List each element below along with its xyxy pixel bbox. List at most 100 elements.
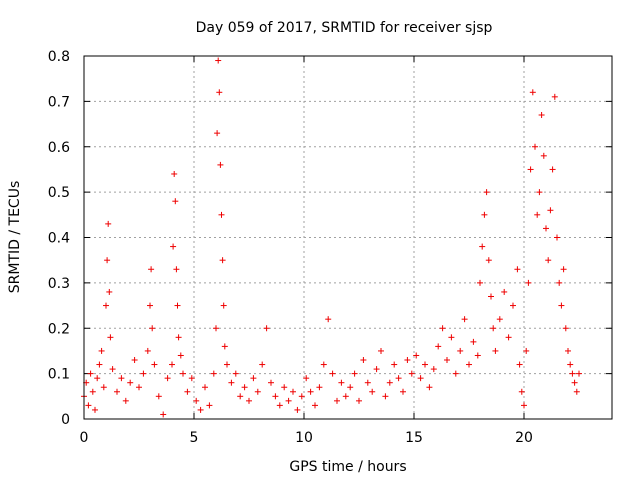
- data-point: [483, 189, 490, 196]
- data-point: [543, 225, 549, 232]
- y-tick-label: 0.1: [48, 367, 70, 383]
- data-point: [224, 361, 230, 368]
- data-point: [294, 406, 301, 413]
- data-point: [536, 189, 543, 196]
- data-points: [81, 57, 582, 418]
- data-point: [104, 257, 111, 264]
- data-point: [169, 361, 175, 368]
- data-point: [219, 257, 226, 264]
- data-point: [172, 198, 179, 205]
- data-point: [180, 370, 186, 377]
- data-point: [100, 384, 107, 391]
- data-point: [89, 388, 96, 395]
- y-tick-label: 0.5: [48, 185, 70, 201]
- data-point: [567, 361, 574, 368]
- data-point: [490, 325, 497, 332]
- x-tick-label: 0: [80, 430, 89, 446]
- data-point: [106, 288, 113, 295]
- data-point: [347, 384, 354, 391]
- data-point: [325, 316, 332, 323]
- data-point: [551, 93, 558, 100]
- data-point: [197, 406, 204, 413]
- data-point: [527, 166, 534, 173]
- data-point: [155, 393, 162, 400]
- data-point: [118, 375, 125, 382]
- data-point: [131, 357, 138, 364]
- data-point: [316, 384, 323, 391]
- data-point: [263, 325, 270, 332]
- data-point: [448, 334, 455, 341]
- data-point: [444, 357, 450, 364]
- data-point: [529, 89, 536, 96]
- data-point: [430, 366, 437, 373]
- data-point: [307, 388, 314, 395]
- data-point: [98, 347, 105, 354]
- data-point: [576, 370, 582, 377]
- data-point: [173, 266, 180, 273]
- data-point: [466, 361, 472, 368]
- data-point: [103, 302, 109, 309]
- data-point: [174, 302, 181, 309]
- data-point: [170, 243, 177, 250]
- axis-ticks: [83, 55, 612, 420]
- data-point: [281, 384, 288, 391]
- data-point: [338, 379, 345, 386]
- data-point: [518, 388, 525, 395]
- data-point: [107, 334, 114, 341]
- data-point: [523, 347, 530, 354]
- data-point: [534, 211, 541, 218]
- data-point: [164, 375, 171, 382]
- data-point: [351, 370, 358, 377]
- data-point: [96, 361, 103, 368]
- data-point: [149, 325, 156, 332]
- data-point: [356, 397, 362, 404]
- data-point: [558, 302, 565, 309]
- data-point: [549, 166, 556, 173]
- data-point: [193, 397, 200, 404]
- grid-lines: [84, 56, 612, 419]
- data-point: [184, 388, 191, 395]
- data-point: [435, 343, 442, 350]
- data-point: [439, 325, 446, 332]
- data-point: [477, 279, 483, 286]
- data-point: [360, 357, 367, 364]
- data-point: [147, 302, 153, 309]
- data-point: [215, 57, 222, 64]
- data-point: [241, 384, 248, 391]
- data-point: [525, 279, 532, 286]
- chart-title: Day 059 of 2017, SRMTID for receiver sjs…: [196, 20, 493, 36]
- data-point: [160, 411, 167, 418]
- data-point: [571, 379, 578, 386]
- data-point: [426, 384, 433, 391]
- data-point: [382, 393, 389, 400]
- data-point: [408, 370, 415, 377]
- data-point: [532, 143, 538, 150]
- data-point: [177, 352, 184, 359]
- y-tick-label: 0.6: [48, 140, 70, 156]
- data-point: [569, 370, 576, 377]
- data-point: [268, 379, 274, 386]
- data-point: [369, 388, 376, 395]
- data-point: [514, 266, 521, 273]
- data-point: [290, 388, 296, 395]
- data-point: [298, 393, 305, 400]
- data-point: [562, 325, 569, 332]
- data-point: [92, 406, 98, 413]
- data-point: [312, 402, 318, 409]
- y-axis-label: SRMTID / TECUs: [7, 181, 23, 294]
- data-point: [560, 266, 567, 273]
- data-point: [272, 393, 279, 400]
- data-point: [105, 220, 112, 227]
- data-point: [148, 266, 155, 273]
- data-point: [481, 211, 488, 218]
- data-point: [206, 402, 213, 409]
- data-point: [479, 243, 486, 250]
- data-point: [474, 352, 481, 359]
- data-point: [221, 343, 228, 350]
- data-point: [202, 384, 208, 391]
- data-point: [547, 207, 554, 214]
- data-point: [470, 338, 477, 345]
- data-point: [378, 347, 384, 354]
- data-point: [373, 366, 380, 373]
- y-tick-label: 0.3: [48, 276, 70, 292]
